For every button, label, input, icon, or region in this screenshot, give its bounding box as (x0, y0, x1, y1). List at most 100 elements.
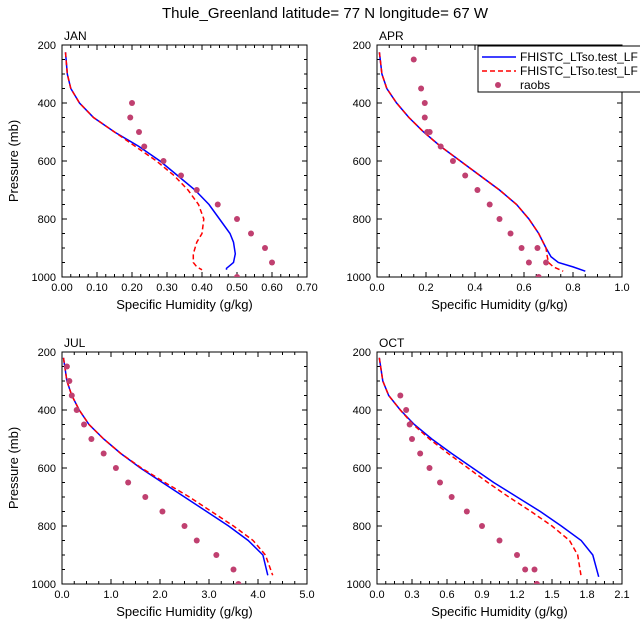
x-tick-label: 0.4 (467, 282, 482, 294)
y-axis-title: Pressure (mb) (6, 120, 21, 202)
raobs-point (193, 537, 200, 544)
panel-apr: 0.0 0.2 0.4 0.6 0.8 1.0 200 400 600 800 1000 APR Spe… (347, 29, 630, 312)
panel-label: JAN (64, 29, 87, 43)
legend-label: FHISTC_LTso.test_LF (520, 50, 638, 64)
x-tick-label: 0.0 (369, 282, 384, 294)
y-tick-label: 400 (353, 98, 371, 110)
x-tick-label: 1.8 (579, 589, 594, 601)
y-tick-label: 800 (38, 521, 56, 533)
x-tick-label: 0.20 (121, 282, 142, 294)
raobs-point (409, 436, 415, 442)
raobs-point (421, 100, 428, 106)
raobs-point (159, 508, 166, 515)
x-tick-label: 1.5 (544, 589, 559, 601)
raobs-point (142, 494, 149, 500)
raobs-point (534, 245, 541, 251)
model-line-solid (378, 357, 600, 577)
raobs-point (234, 216, 240, 222)
x-tick-label: 0.6 (439, 589, 454, 601)
raobs-point (437, 479, 443, 486)
raobs-point (136, 129, 142, 135)
y-tick-label: 1000 (32, 272, 56, 284)
legend: FHISTC_LTso.test_LFFHISTC_LTso.test_LFra… (477, 45, 640, 93)
model-line-dashed (62, 357, 274, 576)
y-tick-label: 400 (38, 98, 56, 110)
x-tick-label: 0.00 (51, 282, 72, 294)
raobs-point (68, 392, 75, 399)
raobs-point (129, 100, 135, 106)
raobs-point (418, 85, 425, 92)
legend-marker (495, 82, 501, 88)
x-tick-label: 0.6 (516, 282, 531, 294)
raobs-point (181, 523, 188, 529)
x-tick-label: 0.9 (474, 589, 489, 601)
y-tick-label: 600 (353, 463, 371, 475)
raobs-point (496, 537, 503, 544)
legend-label: FHISTC_LTso.test_LF (520, 64, 638, 78)
raobs-point (178, 172, 184, 179)
y-tick-label: 1000 (347, 272, 371, 284)
y-tick-label: 600 (353, 156, 371, 168)
legend-label: raobs (520, 78, 550, 92)
raobs-point (66, 378, 73, 384)
panel-oct: 0.0 0.3 0.6 0.9 1.2 1.5 1.8 2.1 200 400 600 800 1000… (347, 336, 630, 619)
raobs-point (531, 566, 538, 573)
raobs-point (88, 436, 95, 442)
model-line-solid (62, 357, 269, 576)
legend-box (477, 45, 640, 93)
raobs-point (514, 552, 520, 558)
model-line-dashed (378, 357, 582, 577)
x-tick-label: 1.2 (509, 589, 524, 601)
raobs-point (474, 187, 481, 193)
raobs-point (426, 465, 433, 471)
raobs-point (193, 187, 200, 193)
data-layer (64, 52, 275, 277)
raobs-point (437, 143, 444, 150)
raobs-point (533, 581, 540, 584)
x-tick-label: 0.8 (565, 282, 580, 294)
raobs-point (421, 114, 428, 121)
x-tick-label: 0.3 (404, 589, 419, 601)
raobs-point (248, 230, 254, 237)
x-tick-label: 3.0 (201, 589, 216, 601)
raobs-point (410, 56, 417, 63)
data-layer (62, 357, 274, 584)
raobs-point (397, 392, 404, 399)
raobs-point (141, 143, 148, 150)
raobs-point (463, 508, 470, 515)
panel-jan: 0.00 0.10 0.20 0.30 0.40 0.50 0.60 0.70 200 400 60… (6, 29, 318, 312)
x-tick-label: 0.10 (86, 282, 107, 294)
x-tick-label: 1.0 (614, 282, 629, 294)
y-tick-label: 200 (353, 347, 371, 359)
raobs-point (112, 465, 119, 471)
x-tick-label: 0.60 (261, 282, 282, 294)
x-axis-title: Specific Humidity (g/kg) (431, 604, 568, 619)
raobs-point (63, 363, 70, 370)
raobs-point (235, 581, 242, 584)
x-tick-label: 0.50 (226, 282, 247, 294)
x-tick-label: 5.0 (299, 589, 314, 601)
x-tick-label: 0.70 (296, 282, 317, 294)
raobs-point (406, 421, 413, 428)
plot-frame (61, 44, 308, 278)
y-tick-label: 600 (38, 156, 56, 168)
raobs-point (127, 114, 134, 121)
raobs-point (518, 245, 525, 251)
y-tick-label: 1000 (32, 579, 56, 591)
model-line-dashed (64, 52, 205, 271)
x-axis-title: Specific Humidity (g/kg) (431, 297, 568, 312)
x-tick-label: 4.0 (250, 589, 265, 601)
y-tick-label: 600 (38, 463, 56, 475)
y-tick-label: 1000 (347, 579, 371, 591)
raobs-point (160, 158, 167, 164)
x-axis-title: Specific Humidity (g/kg) (116, 297, 253, 312)
raobs-point (125, 479, 132, 486)
y-tick-label: 800 (353, 521, 371, 533)
raobs-point (525, 259, 532, 266)
x-tick-label: 0.2 (418, 282, 433, 294)
y-tick-label: 800 (353, 214, 371, 226)
x-tick-label: 2.0 (152, 589, 167, 601)
data-layer (378, 357, 600, 584)
x-tick-label: 0.0 (54, 589, 69, 601)
